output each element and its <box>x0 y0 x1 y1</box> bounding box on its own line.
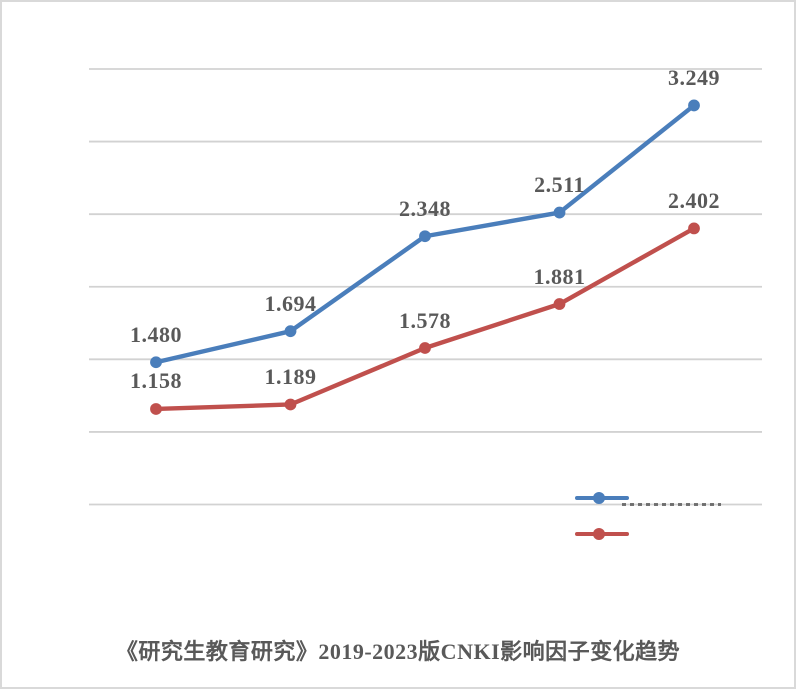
impact-factor-series-red-data-label: 1.578 <box>399 307 451 333</box>
chart-title: 《研究生教育研究》2019-2023版CNKI影响因子变化趋势 <box>115 639 681 664</box>
legend-dot-swatch-red <box>593 527 605 540</box>
impact-factor-series-red-data-label: 1.158 <box>130 368 182 394</box>
impact-factor-series-red-marker <box>284 398 297 411</box>
impact-factor-series-blue-marker <box>284 325 297 338</box>
impact-factor-series-blue-marker <box>688 99 700 112</box>
impact-factor-series-red-marker <box>419 342 431 354</box>
impact-factor-series-blue-data-label: 2.511 <box>534 172 585 198</box>
legend-label-artifact <box>622 503 721 506</box>
legend-dot-swatch-blue <box>593 491 605 504</box>
impact-factor-series-red-data-label: 1.881 <box>533 263 586 289</box>
impact-factor-series-red-data-label: 1.189 <box>264 363 317 389</box>
impact-factor-series-red-marker <box>553 298 566 310</box>
impact-factor-series-red-marker <box>688 222 700 235</box>
impact-factor-series-red-data-label: 2.402 <box>668 187 720 213</box>
impact-factor-series-blue-marker <box>150 356 162 369</box>
impact-factor-series-blue-data-label: 3.249 <box>668 64 720 90</box>
impact-factor-series-blue-marker <box>419 230 431 243</box>
impact-factor-series-red-marker <box>150 403 162 415</box>
impact-factor-series-blue-data-label: 1.480 <box>130 321 182 347</box>
impact-factor-series-blue-data-label: 1.694 <box>264 290 317 316</box>
impact-factor-series-blue-data-label: 2.348 <box>399 195 451 221</box>
legend-label-red <box>635 527 731 543</box>
impact-factor-series-blue-marker <box>553 206 566 219</box>
